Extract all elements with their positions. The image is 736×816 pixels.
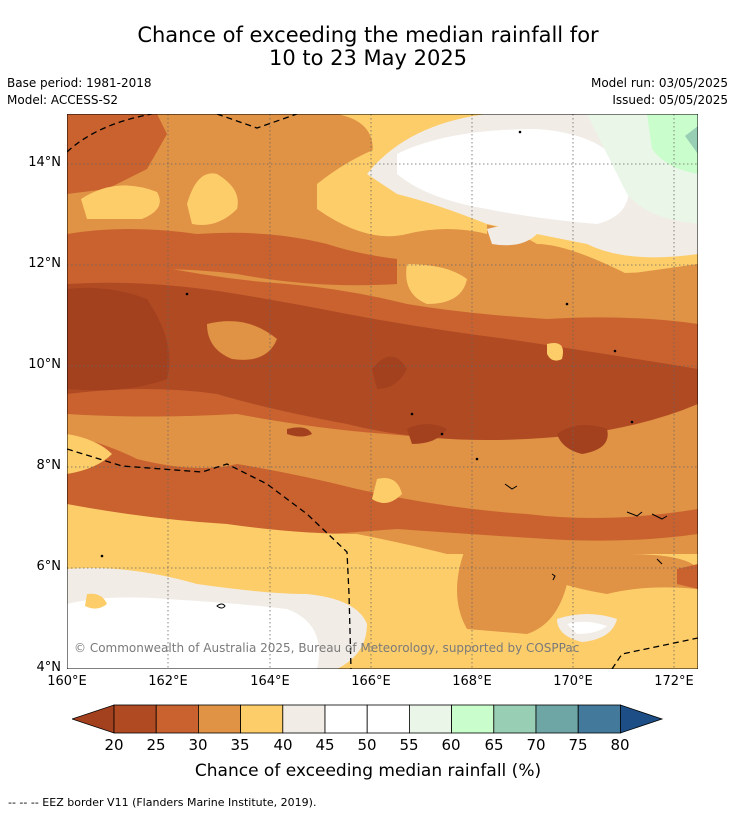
colorbar-tick-65: 65 (484, 736, 504, 754)
colorbar-45-50 (324, 704, 368, 734)
colorbar-tick-80: 80 (610, 736, 630, 754)
colorbar-below-20 (72, 704, 115, 734)
colorbar-40-45 (282, 704, 326, 734)
map-title-line1: Chance of exceeding the median rainfall … (137, 23, 599, 47)
islands (100, 130, 668, 609)
map-title-line2: 10 to 23 May 2025 (268, 46, 468, 70)
colorbar-tick-50: 50 (357, 736, 377, 754)
lat-label-8n: 8°N (36, 458, 62, 473)
lon-label-168e: 168°E (452, 674, 492, 689)
rainfall-map (67, 114, 698, 669)
rainfall-map-svg (67, 114, 698, 669)
south-bands (67, 434, 698, 669)
lat-label-14n: 14°N (28, 155, 61, 170)
colorbar-tick-75: 75 (568, 736, 588, 754)
lat-label-10n: 10°N (28, 357, 61, 372)
lon-label-162e: 162°E (148, 674, 188, 689)
lon-label-170e: 170°E (553, 674, 593, 689)
colorbar-tick-35: 35 (230, 736, 250, 754)
lon-label-166e: 166°E (351, 674, 391, 689)
lat-label-4n: 4°N (36, 660, 62, 675)
colorbar-50-55 (366, 704, 410, 734)
lon-label-172e: 172°E (654, 674, 694, 689)
colorbar-above-80 (620, 704, 664, 734)
colorbar-tick-20: 20 (104, 736, 124, 754)
colorbar-70-75 (535, 704, 579, 734)
lat-label-12n: 12°N (28, 256, 61, 271)
eez-border (67, 114, 698, 669)
graticule (67, 114, 698, 669)
colorbar-tick-70: 70 (526, 736, 546, 754)
issued-date: Issued: 05/05/2025 (612, 93, 728, 107)
colorbar-25-30 (155, 704, 199, 734)
colorbar-20-25 (113, 704, 157, 734)
model-run: Model run: 03/05/2025 (590, 76, 728, 90)
colorbar-60-65 (451, 704, 495, 734)
colorbar-65-70 (493, 704, 537, 734)
lon-label-160e: 160°E (47, 674, 87, 689)
colorbar-tick-30: 30 (188, 736, 208, 754)
colorbar-tick-55: 55 (399, 736, 419, 754)
colorbar-35-40 (240, 704, 284, 734)
colorbar (72, 704, 664, 734)
lat-label-6n: 6°N (36, 559, 62, 574)
model-name: Model: ACCESS-S2 (7, 93, 119, 107)
colorbar-30-35 (198, 704, 242, 734)
colorbar-tick-45: 45 (315, 736, 335, 754)
colorbar-label: Chance of exceeding median rainfall (%) (194, 761, 542, 781)
eez-legend: -- -- -- EEZ border V11 (Flanders Marine… (8, 796, 317, 809)
colorbar-55-60 (408, 704, 452, 734)
colorbar-75-80 (577, 704, 621, 734)
colorbar-tick-25: 25 (146, 736, 166, 754)
copyright-credit: © Commonwealth of Australia 2025, Bureau… (74, 641, 580, 655)
colorbar-tick-60: 60 (441, 736, 461, 754)
central-dry-band (67, 254, 698, 454)
lon-label-164e: 164°E (250, 674, 290, 689)
base-period: Base period: 1981-2018 (7, 76, 152, 90)
north-bands (67, 114, 698, 324)
colorbar-tick-40: 40 (273, 736, 293, 754)
colorbar-svg (72, 704, 664, 734)
